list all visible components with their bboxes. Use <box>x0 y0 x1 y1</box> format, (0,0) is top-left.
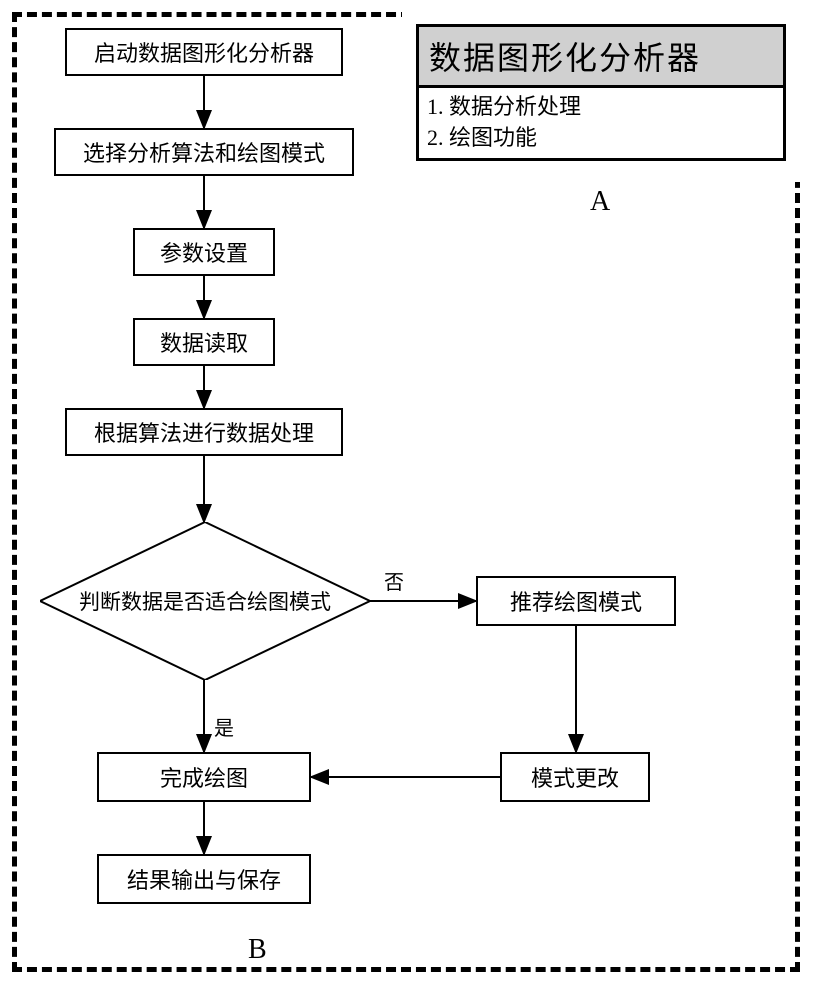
node-draw: 完成绘图 <box>97 752 311 802</box>
edge-label-no: 否 <box>384 566 404 595</box>
node-process: 根据算法进行数据处理 <box>65 408 343 456</box>
node-start: 启动数据图形化分析器 <box>65 28 343 76</box>
node-draw-text: 完成绘图 <box>160 761 248 793</box>
node-process-text: 根据算法进行数据处理 <box>94 416 314 448</box>
node-select-text: 选择分析算法和绘图模式 <box>83 136 325 168</box>
node-param: 参数设置 <box>133 228 275 276</box>
analyzer-body: 1. 数据分析处理 2. 绘图功能 <box>419 88 783 158</box>
edge-label-yes: 是 <box>214 712 234 741</box>
node-change: 模式更改 <box>500 752 650 802</box>
analyzer-card: 数据图形化分析器 1. 数据分析处理 2. 绘图功能 <box>416 24 786 161</box>
node-start-text: 启动数据图形化分析器 <box>94 36 314 68</box>
node-decide: 判断数据是否适合绘图模式 <box>40 522 370 680</box>
analyzer-item-1: 1. 数据分析处理 <box>427 92 775 123</box>
node-recommend: 推荐绘图模式 <box>476 576 676 626</box>
node-param-text: 参数设置 <box>160 236 248 268</box>
node-recommend-text: 推荐绘图模式 <box>510 585 642 617</box>
node-output: 结果输出与保存 <box>97 854 311 904</box>
analyzer-title: 数据图形化分析器 <box>419 27 783 88</box>
node-select: 选择分析算法和绘图模式 <box>54 128 354 176</box>
label-b: B <box>248 934 267 966</box>
analyzer-item-2: 2. 绘图功能 <box>427 123 775 154</box>
node-read: 数据读取 <box>133 318 275 366</box>
label-a: A <box>590 186 610 218</box>
node-output-text: 结果输出与保存 <box>127 863 281 895</box>
node-decide-text: 判断数据是否适合绘图模式 <box>79 586 331 616</box>
node-read-text: 数据读取 <box>160 326 248 358</box>
node-change-text: 模式更改 <box>531 761 619 793</box>
